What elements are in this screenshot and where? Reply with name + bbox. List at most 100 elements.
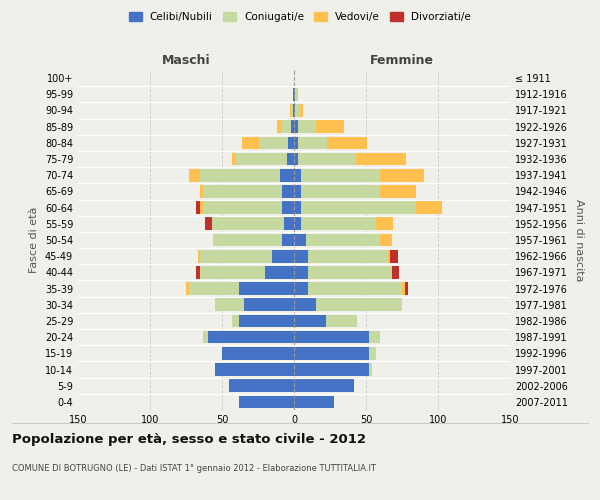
Bar <box>293 104 294 117</box>
Bar <box>208 331 294 344</box>
Bar <box>294 202 301 214</box>
Bar <box>388 250 391 262</box>
Bar <box>283 185 294 198</box>
Bar <box>402 282 405 295</box>
Bar <box>294 136 298 149</box>
Bar <box>294 250 308 262</box>
Bar <box>203 202 283 214</box>
Bar <box>290 104 291 117</box>
Bar <box>288 136 294 149</box>
Bar <box>294 396 334 408</box>
Bar <box>294 218 301 230</box>
Bar <box>316 298 402 311</box>
Bar <box>259 136 288 149</box>
Bar <box>212 218 284 230</box>
Text: Femmine: Femmine <box>370 54 434 67</box>
Bar <box>294 363 369 376</box>
Bar <box>294 298 316 311</box>
Bar <box>287 152 294 166</box>
Bar <box>196 202 200 214</box>
Text: Maschi: Maschi <box>161 54 211 67</box>
Bar <box>232 314 239 328</box>
Bar <box>301 185 380 198</box>
Bar <box>200 169 280 181</box>
Bar <box>295 88 297 101</box>
Bar <box>298 120 316 133</box>
Bar <box>203 331 208 344</box>
Bar <box>214 234 283 246</box>
Bar <box>272 250 294 262</box>
Bar <box>294 331 369 344</box>
Bar <box>356 152 406 166</box>
Bar <box>200 250 272 262</box>
Bar <box>244 298 294 311</box>
Bar <box>265 266 294 278</box>
Bar <box>280 169 294 181</box>
Bar <box>305 234 380 246</box>
Bar <box>294 88 295 101</box>
Bar <box>301 202 416 214</box>
Bar <box>293 88 294 101</box>
Bar <box>308 282 402 295</box>
Bar <box>277 120 281 133</box>
Bar <box>200 185 203 198</box>
Bar <box>294 380 355 392</box>
Bar <box>380 185 416 198</box>
Bar <box>392 266 399 278</box>
Bar <box>308 250 388 262</box>
Bar <box>200 266 265 278</box>
Bar <box>380 169 424 181</box>
Bar <box>297 88 298 101</box>
Bar <box>229 380 294 392</box>
Bar <box>200 202 203 214</box>
Bar <box>197 250 200 262</box>
Bar <box>203 185 283 198</box>
Bar <box>369 363 372 376</box>
Bar <box>294 152 298 166</box>
Bar <box>298 152 356 166</box>
Bar <box>294 120 298 133</box>
Bar <box>294 234 305 246</box>
Bar <box>186 282 189 295</box>
Bar <box>376 218 394 230</box>
Bar <box>205 218 212 230</box>
Bar <box>327 136 367 149</box>
Bar <box>291 120 294 133</box>
Bar <box>239 314 294 328</box>
Bar <box>281 120 291 133</box>
Bar <box>380 234 392 246</box>
Y-axis label: Anni di nascita: Anni di nascita <box>574 198 584 281</box>
Bar <box>405 282 408 295</box>
Bar <box>294 185 301 198</box>
Bar <box>242 136 259 149</box>
Bar <box>300 104 302 117</box>
Bar <box>215 363 294 376</box>
Bar <box>283 202 294 214</box>
Bar <box>416 202 442 214</box>
Bar <box>215 298 244 311</box>
Bar <box>369 347 376 360</box>
Bar <box>369 331 380 344</box>
Bar <box>222 347 294 360</box>
Text: Popolazione per età, sesso e stato civile - 2012: Popolazione per età, sesso e stato civil… <box>12 432 366 446</box>
Legend: Celibi/Nubili, Coniugati/e, Vedovi/e, Divorziati/e: Celibi/Nubili, Coniugati/e, Vedovi/e, Di… <box>125 8 475 26</box>
Bar <box>232 152 236 166</box>
Bar <box>295 104 300 117</box>
Bar <box>283 234 294 246</box>
Bar <box>316 120 344 133</box>
Bar <box>298 136 327 149</box>
Bar <box>189 169 200 181</box>
Bar <box>294 169 301 181</box>
Bar <box>326 314 358 328</box>
Bar <box>239 396 294 408</box>
Bar <box>294 266 308 278</box>
Bar <box>239 282 294 295</box>
Bar <box>291 104 293 117</box>
Bar <box>189 282 239 295</box>
Bar <box>196 266 200 278</box>
Bar <box>294 314 326 328</box>
Bar <box>301 218 376 230</box>
Bar <box>236 152 287 166</box>
Bar <box>391 250 398 262</box>
Bar <box>308 266 392 278</box>
